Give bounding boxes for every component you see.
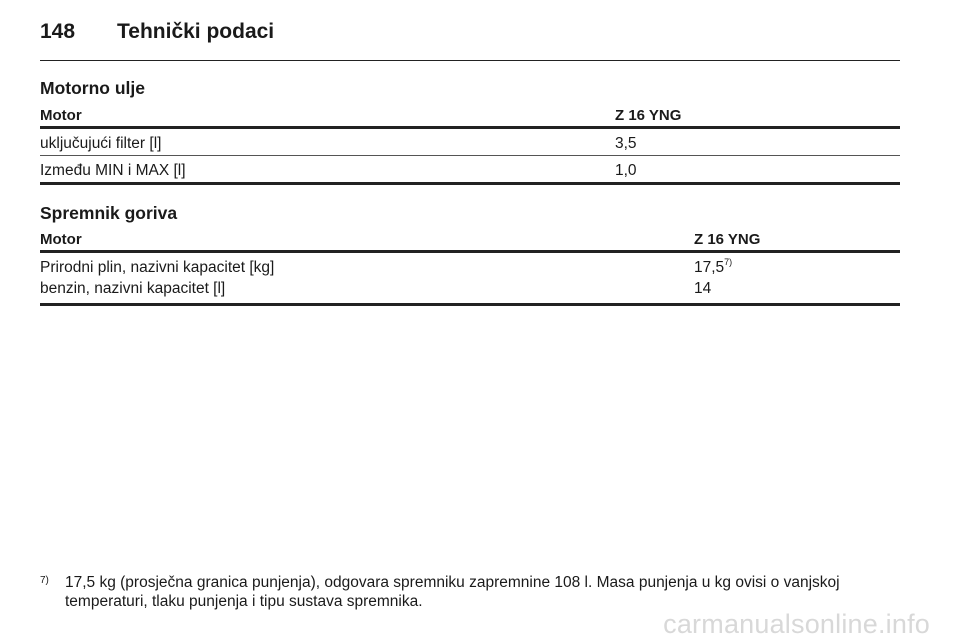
fuel-tank-table: Motor Z 16 YNG Prirodni plin, nazivni ka…: [40, 230, 900, 306]
section-title-fuel-tank: Spremnik goriva: [40, 203, 178, 223]
row-value: 1,0: [615, 162, 637, 179]
row-label: uključujući filter [l]: [40, 135, 162, 152]
footnote-marker: 7): [40, 575, 49, 586]
section-title-engine-oil: Motorno ulje: [40, 78, 145, 98]
column-header-engine-code: Z 16 YNG: [694, 231, 761, 248]
page-number: 148: [40, 20, 76, 43]
page-title: Tehnički podaci: [117, 20, 275, 43]
column-header-engine-code: Z 16 YNG: [615, 107, 682, 124]
column-header-motor: Motor: [40, 231, 82, 248]
row-value-number: 17,5: [694, 259, 725, 276]
table-row: benzin, nazivni kapacitet [l] 14: [40, 277, 900, 306]
table-row: uključujući filter [l] 3,5: [40, 129, 900, 156]
row-label: Između MIN i MAX [l]: [40, 162, 186, 179]
table-header-row: Motor Z 16 YNG: [40, 106, 900, 129]
page-header: 148 Tehnički podaci: [40, 16, 900, 61]
table-row: Prirodni plin, nazivni kapacitet [kg] 17…: [40, 253, 900, 277]
row-value: 17,57): [694, 256, 733, 278]
column-header-motor: Motor: [40, 107, 82, 124]
table-header-row: Motor Z 16 YNG: [40, 230, 900, 253]
row-label: benzin, nazivni kapacitet [l]: [40, 280, 226, 297]
footnote-text: 17,5 kg (prosječna granica punjenja), od…: [65, 574, 840, 610]
table-row: Između MIN i MAX [l] 1,0: [40, 156, 900, 185]
footnote-reference: 7): [724, 256, 733, 267]
row-value: 14: [694, 280, 712, 297]
row-label: Prirodni plin, nazivni kapacitet [kg]: [40, 259, 275, 276]
engine-oil-table: Motor Z 16 YNG uključujući filter [l] 3,…: [40, 106, 900, 185]
watermark: carmanualsonline.info: [663, 609, 930, 639]
row-value: 3,5: [615, 135, 637, 152]
